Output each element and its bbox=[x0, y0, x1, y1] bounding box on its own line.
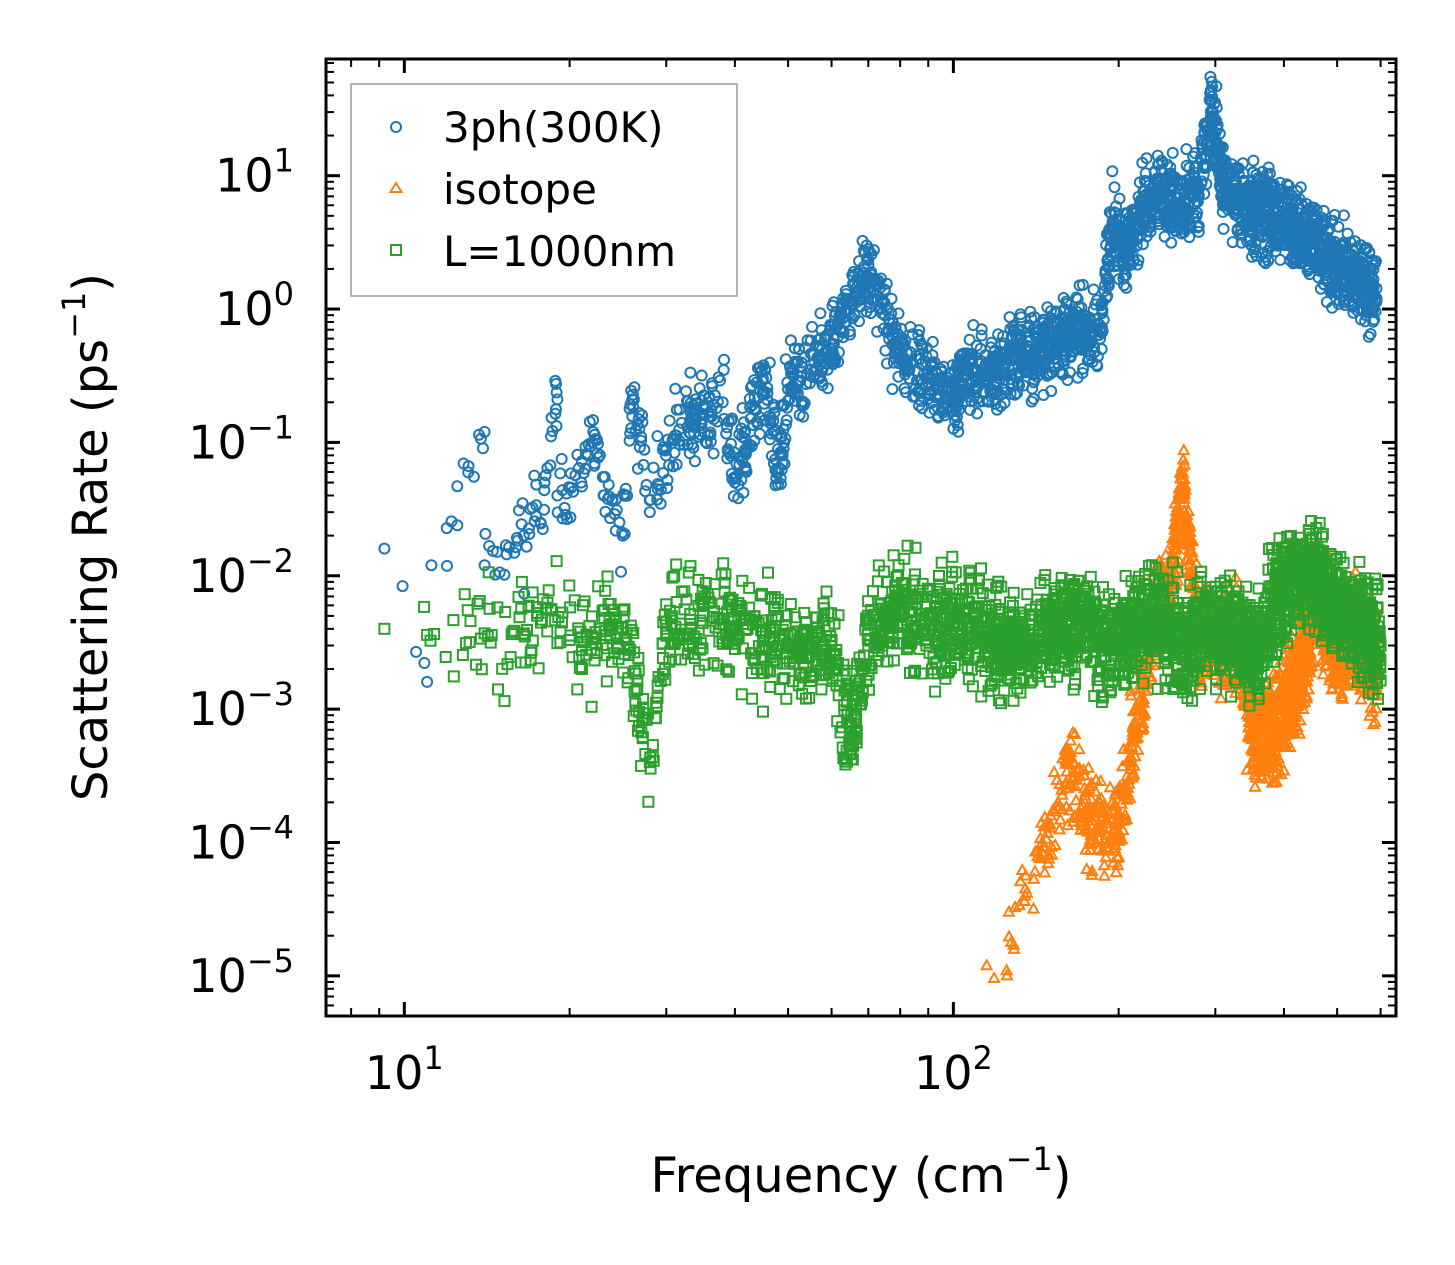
point bbox=[441, 559, 453, 572]
point bbox=[1166, 146, 1179, 159]
point bbox=[670, 403, 683, 416]
data-points bbox=[378, 70, 1387, 983]
point bbox=[689, 455, 701, 468]
point bbox=[520, 540, 533, 553]
point bbox=[1165, 236, 1178, 249]
point bbox=[418, 657, 431, 669]
point bbox=[1087, 283, 1100, 296]
point bbox=[479, 527, 492, 540]
point bbox=[684, 366, 697, 379]
point bbox=[1320, 296, 1333, 308]
point bbox=[451, 480, 464, 493]
point bbox=[425, 559, 438, 572]
point bbox=[421, 675, 434, 688]
point bbox=[705, 377, 718, 390]
point bbox=[530, 478, 543, 491]
point bbox=[1120, 281, 1133, 294]
point bbox=[564, 467, 577, 480]
point bbox=[965, 395, 978, 408]
point bbox=[814, 307, 827, 320]
point bbox=[640, 478, 653, 491]
point bbox=[963, 333, 976, 346]
point bbox=[445, 515, 458, 528]
point bbox=[378, 542, 391, 555]
series-0 bbox=[378, 70, 1383, 688]
point bbox=[643, 506, 656, 519]
point bbox=[1106, 165, 1119, 178]
point bbox=[623, 434, 636, 447]
point bbox=[1328, 209, 1341, 221]
point bbox=[975, 329, 988, 342]
point bbox=[538, 476, 551, 489]
